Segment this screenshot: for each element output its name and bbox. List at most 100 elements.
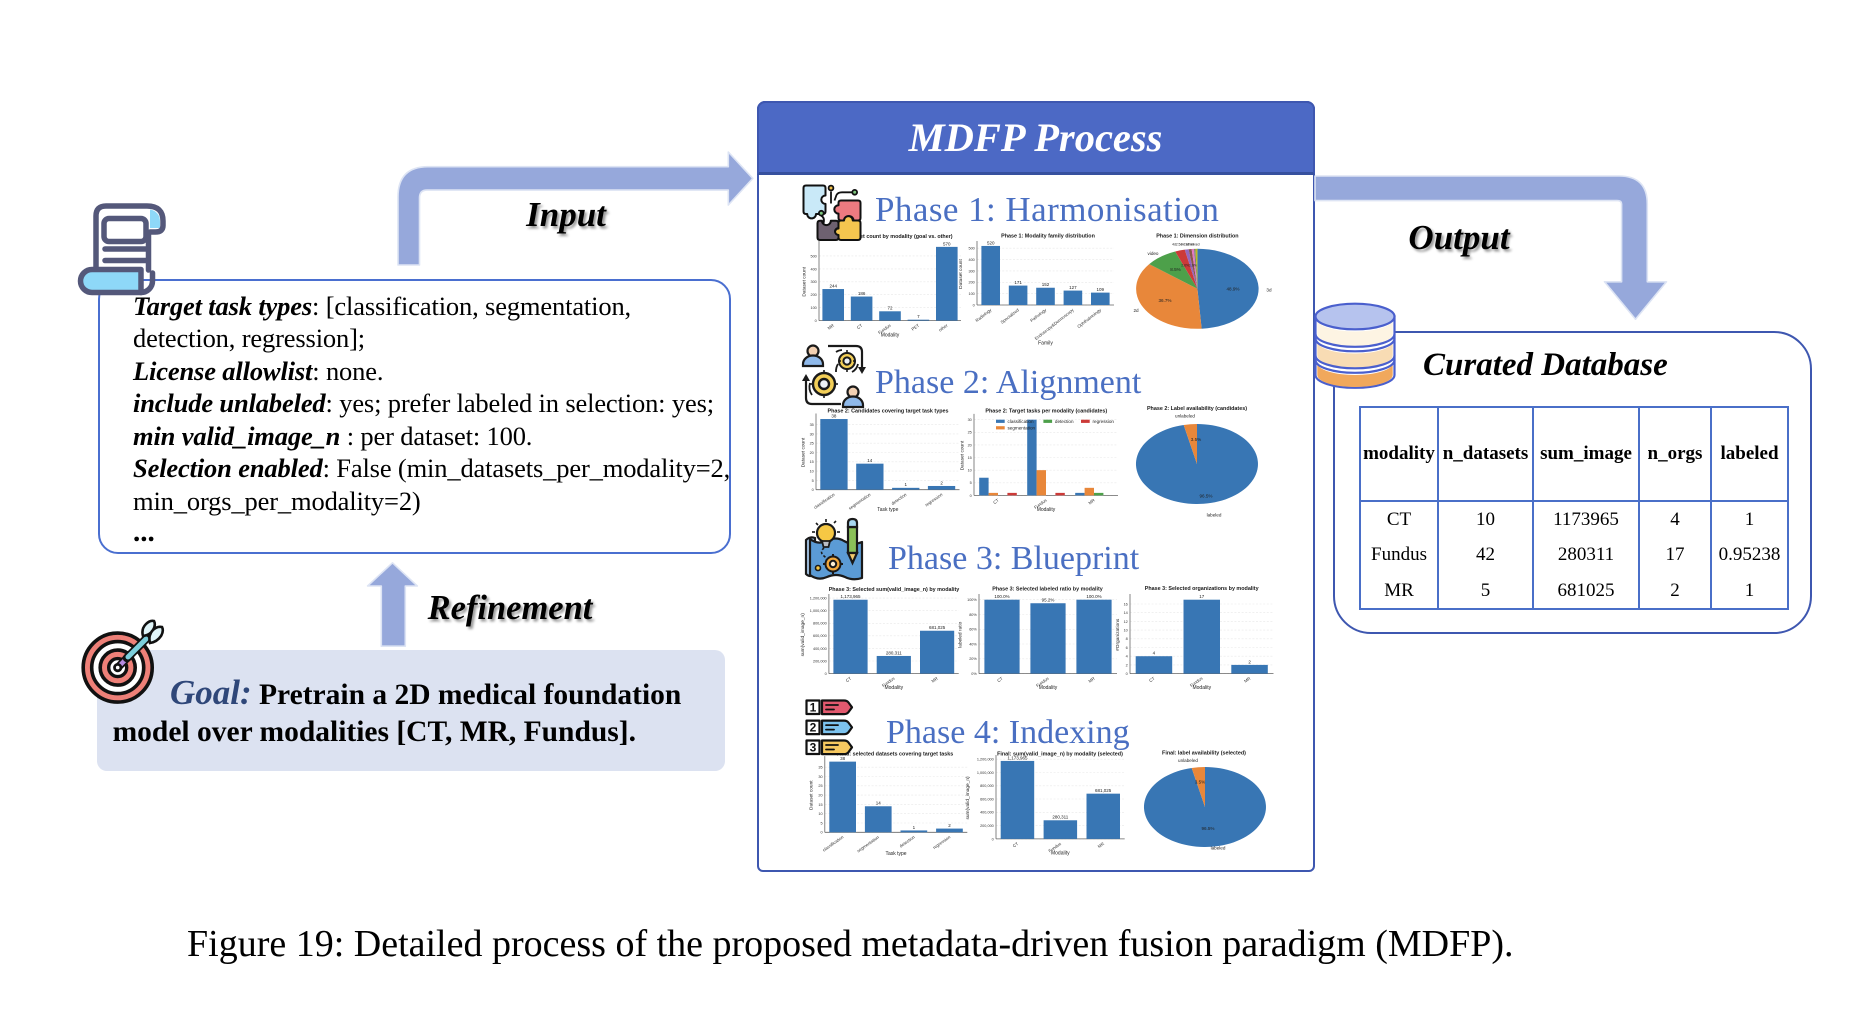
svg-text:Phase 2: Target tasks per moda: Phase 2: Target tasks per modality (cand… [985,408,1107,414]
svg-text:10: 10 [1124,629,1128,633]
svg-text:Dataset count: Dataset count [809,780,815,810]
svg-text:unlabeled: unlabeled [1178,758,1198,763]
svg-text:14: 14 [1124,611,1128,615]
svg-text:labeled ratio: labeled ratio [958,621,964,647]
svg-text:Task type: Task type [885,851,906,857]
svg-text:8.5%: 8.5% [1170,267,1180,272]
svg-text:Dataset count by modality (goa: Dataset count by modality (goal vs. othe… [845,234,952,240]
svg-text:38: 38 [840,756,846,761]
svg-text:200,000: 200,000 [813,659,827,663]
svg-text:MR: MR [1097,841,1105,849]
svg-text:25: 25 [818,784,822,788]
svg-text:20: 20 [810,451,814,455]
svg-text:3: 3 [810,741,817,755]
svg-text:Pathology: Pathology [1029,307,1048,323]
svg-text:segmentation: segmentation [856,834,881,853]
svg-text:800,000: 800,000 [813,622,827,626]
svg-text:200: 200 [810,293,816,297]
svg-text:Modality: Modality [884,685,903,691]
svg-text:60%: 60% [969,628,977,632]
svg-text:Modality: Modality [881,333,900,339]
svg-text:17: 17 [1199,594,1205,599]
svg-text:Specialized: Specialized [1000,307,1021,325]
svg-text:2d: 2d [1133,308,1139,313]
svg-text:Modality: Modality [1037,507,1056,513]
svg-text:300: 300 [810,280,816,284]
svg-text:video: video [1148,251,1159,256]
svg-text:CT: CT [1012,841,1020,849]
svg-text:other: other [1186,243,1195,247]
svg-text:570: 570 [943,241,951,246]
svg-text:95.2%: 95.2% [1042,598,1055,603]
svg-text:MR: MR [827,323,835,331]
svg-text:Radiology: Radiology [974,307,993,323]
svg-text:800,000: 800,000 [980,784,994,788]
svg-text:10: 10 [810,470,814,474]
svg-text:Final: selected datasets cover: Final: selected datasets covering target… [837,752,954,758]
svg-text:3.5%: 3.5% [1191,437,1201,442]
svg-text:10: 10 [818,812,822,816]
svg-text:2.5d: 2.5d [1176,243,1183,247]
svg-text:10: 10 [968,469,972,473]
svg-text:Task type: Task type [877,507,898,513]
svg-text:100.0%: 100.0% [1086,594,1101,599]
svg-text:400: 400 [810,267,816,271]
svg-text:Modality: Modality [1051,851,1070,857]
svg-text:30: 30 [818,775,822,779]
svg-text:14: 14 [867,458,873,463]
svg-text:681,025: 681,025 [929,625,946,630]
svg-text:classification: classification [1008,419,1034,424]
svg-text:3.5%: 3.5% [1195,780,1205,785]
svg-text:15: 15 [818,803,822,807]
svg-text:Ophthalmology: Ophthalmology [1076,307,1103,329]
svg-text:6: 6 [1126,646,1128,650]
svg-text:20: 20 [818,794,822,798]
svg-text:1,173,965: 1,173,965 [840,594,861,599]
svg-text:1,200,000: 1,200,000 [977,758,994,762]
svg-text:300: 300 [968,269,974,273]
svg-text:Dataset count: Dataset count [959,440,965,470]
svg-text:Phase 1: Dimension distributio: Phase 1: Dimension distribution [1156,234,1238,240]
svg-text:2: 2 [1126,663,1128,667]
svg-text:40%: 40% [969,642,977,646]
svg-text:regression: regression [1093,419,1115,424]
svg-text:CT: CT [992,497,1000,505]
svg-text:Phase 3: Selected organization: Phase 3: Selected organizations by modal… [1145,586,1259,592]
svg-text:regression: regression [924,492,944,508]
svg-text:PET: PET [910,323,920,332]
svg-text:Dataset count: Dataset count [802,266,808,296]
svg-text:100: 100 [968,292,974,296]
svg-text:38: 38 [831,413,837,418]
svg-text:detection: detection [890,492,908,506]
svg-text:other: other [938,322,949,332]
svg-text:400: 400 [968,258,974,262]
svg-text:500: 500 [968,247,974,251]
svg-text:25: 25 [810,442,814,446]
svg-text:14: 14 [876,801,882,806]
svg-text:0: 0 [825,672,827,676]
svg-text:2.6%1.0%: 2.6%1.0% [1181,264,1196,268]
svg-text:1,000,000: 1,000,000 [977,771,994,775]
svg-text:12: 12 [1124,620,1128,624]
svg-text:Modality: Modality [1039,685,1058,691]
svg-text:Phase 3: Selected sum(valid_im: Phase 3: Selected sum(valid_image_n) by … [829,587,960,593]
svg-text:4d: 4d [1172,243,1176,247]
svg-text:2: 2 [810,721,817,735]
svg-text:0: 0 [970,494,972,498]
svg-text:0: 0 [992,837,994,841]
svg-text:600,000: 600,000 [813,634,827,638]
svg-text:244: 244 [829,283,837,288]
svg-text:100%: 100% [967,598,977,602]
svg-text:classification: classification [813,492,836,510]
svg-text:Phase 2: Candidates covering t: Phase 2: Candidates covering target task… [827,409,948,415]
svg-text:7: 7 [917,314,920,319]
svg-text:186: 186 [858,291,866,296]
svg-text:1: 1 [904,482,907,487]
svg-text:96.5%: 96.5% [1201,826,1214,831]
svg-text:labeled: labeled [1207,513,1222,518]
svg-text:CT: CT [845,676,853,684]
svg-text:2: 2 [1248,659,1251,664]
svg-text:5: 5 [970,481,972,485]
svg-text:600,000: 600,000 [980,797,994,801]
svg-text:80%: 80% [969,613,977,617]
